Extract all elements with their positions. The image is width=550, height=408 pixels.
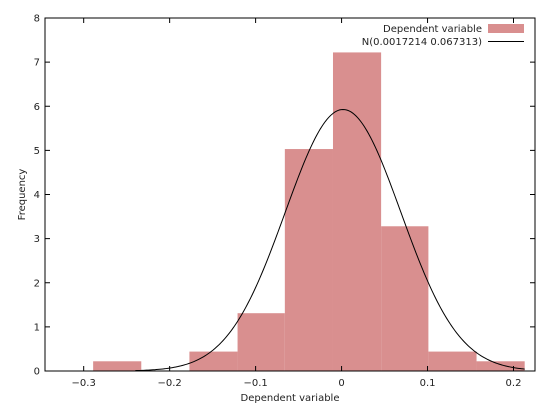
x-tick-label-0: −0.3: [72, 378, 96, 389]
y-axis-ticks: 0 1 2 3 4 5 6 7 8: [34, 14, 535, 378]
y-tick-label-7: 7: [34, 58, 40, 69]
x-tick-label-2: −0.1: [243, 378, 267, 389]
y-tick-label-8: 8: [34, 14, 40, 25]
y-axis-title: Frequency: [17, 169, 28, 221]
legend-label-curve: N(0.0017214 0.067313): [362, 37, 482, 48]
legend-label-bars: Dependent variable: [383, 24, 482, 35]
y-tick-label-2: 2: [34, 278, 40, 289]
x-axis-ticks: −0.3 −0.2 −0.1 0 0.1 0.2: [72, 18, 522, 389]
histogram-bar-2: [237, 313, 285, 371]
histogram-bar-0: [93, 361, 142, 371]
y-tick-label-0: 0: [34, 367, 40, 378]
legend-swatch-bars: [488, 24, 524, 33]
histogram-bar-6: [428, 351, 477, 371]
histogram-bars: [93, 52, 525, 372]
y-tick-label-1: 1: [34, 322, 40, 333]
y-tick-label-6: 6: [34, 102, 40, 113]
x-tick-label-1: −0.2: [158, 378, 182, 389]
x-tick-label-5: 0.2: [506, 378, 522, 389]
x-tick-label-4: 0.1: [420, 378, 436, 389]
histogram-bar-5: [381, 226, 429, 371]
histogram-bar-4: [332, 52, 382, 372]
legend: Dependent variable N(0.0017214 0.067313): [362, 24, 524, 48]
histogram-bar-1: [189, 351, 238, 371]
x-axis-title: Dependent variable: [241, 393, 340, 404]
y-tick-label-4: 4: [34, 190, 40, 201]
y-tick-label-3: 3: [34, 234, 40, 245]
histogram-bar-7: [476, 361, 525, 371]
normal-density-curve: [135, 108, 525, 372]
x-tick-label-3: 0: [338, 378, 344, 389]
y-tick-label-5: 5: [34, 146, 40, 157]
histogram-bar-3: [284, 149, 333, 371]
